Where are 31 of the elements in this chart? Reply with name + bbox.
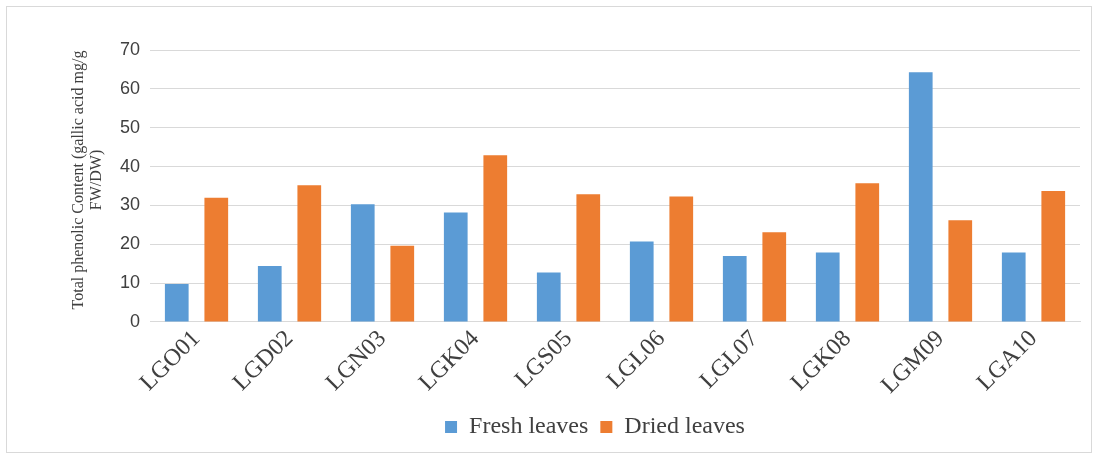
y-tick-label: 20 (119, 233, 141, 254)
bar (483, 155, 508, 322)
bar (629, 241, 654, 322)
bar (1041, 191, 1066, 322)
legend-label: Fresh leaves (469, 412, 589, 439)
bar (536, 272, 561, 322)
y-tick-label: 40 (119, 155, 141, 176)
bar (350, 204, 375, 322)
bar (669, 196, 694, 322)
legend-label: Dried leaves (624, 412, 745, 439)
y-tick-label: 30 (119, 194, 141, 215)
bar (443, 212, 468, 322)
y-axis-title: Total phenolic Content (gallic acid mg/g FW/DW) (68, 49, 106, 312)
bar (855, 183, 880, 322)
bar (815, 252, 840, 322)
y-tick-label: 60 (119, 77, 141, 98)
bar (908, 72, 933, 322)
bar (1001, 252, 1026, 322)
bar (297, 185, 322, 322)
y-tick-label: 10 (119, 272, 141, 293)
y-tick-label: 70 (119, 38, 141, 59)
y-tick-label: 0 (130, 310, 141, 331)
bar (204, 197, 229, 322)
bar (257, 266, 282, 322)
bar (762, 232, 787, 322)
bar (722, 255, 747, 322)
bar (576, 194, 601, 322)
bar (948, 220, 973, 322)
y-tick-label: 50 (119, 116, 141, 137)
bar (164, 283, 189, 322)
bar (390, 245, 415, 322)
